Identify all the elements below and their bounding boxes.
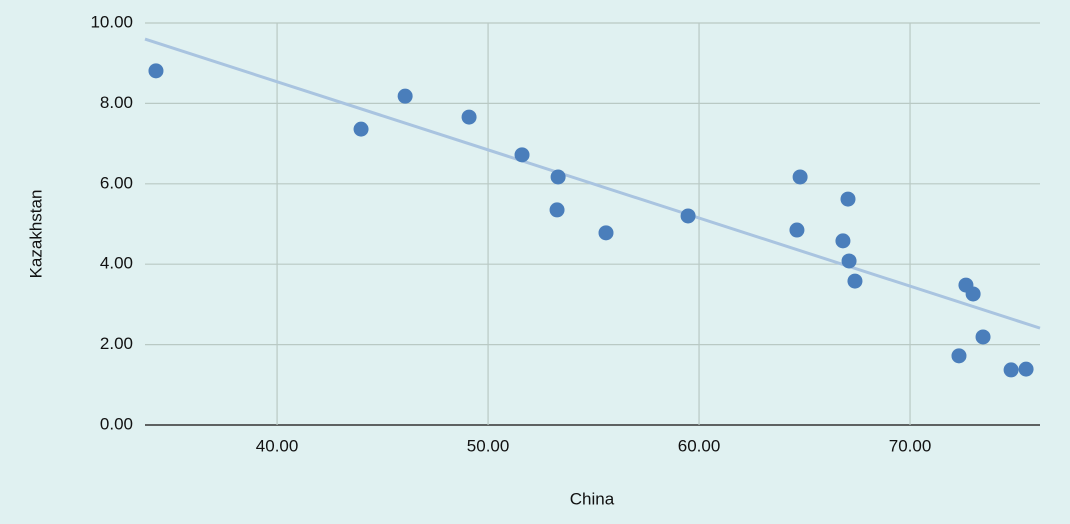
point <box>598 225 614 241</box>
x-tick-label: 60.00 <box>678 436 721 455</box>
point <box>841 253 857 269</box>
point <box>951 348 967 364</box>
point <box>680 208 696 224</box>
y-tick-label: 4.00 <box>100 254 133 273</box>
point <box>514 147 530 163</box>
point <box>549 202 565 218</box>
x-tick-label: 50.00 <box>467 436 510 455</box>
trendline <box>144 37 1041 330</box>
point <box>840 191 856 207</box>
point <box>397 88 413 104</box>
point <box>353 121 369 137</box>
point <box>965 286 981 302</box>
point <box>835 233 851 249</box>
point <box>1018 361 1034 377</box>
point <box>975 329 991 345</box>
point <box>550 169 566 185</box>
x-axis-title: China <box>570 489 615 508</box>
y-axis-title: Kazakhstan <box>26 190 45 279</box>
y-tick-label: 6.00 <box>100 173 133 192</box>
point <box>789 222 805 238</box>
point <box>1003 362 1019 378</box>
point <box>461 109 477 125</box>
x-tick-label: 40.00 <box>256 436 299 455</box>
y-tick-label: 8.00 <box>100 93 133 112</box>
x-tick-label: 70.00 <box>889 436 932 455</box>
point <box>148 63 164 79</box>
y-tick-label: 0.00 <box>100 414 133 433</box>
point <box>847 273 863 289</box>
y-tick-label: 10.00 <box>90 12 133 31</box>
point <box>792 169 808 185</box>
y-tick-label: 2.00 <box>100 334 133 353</box>
